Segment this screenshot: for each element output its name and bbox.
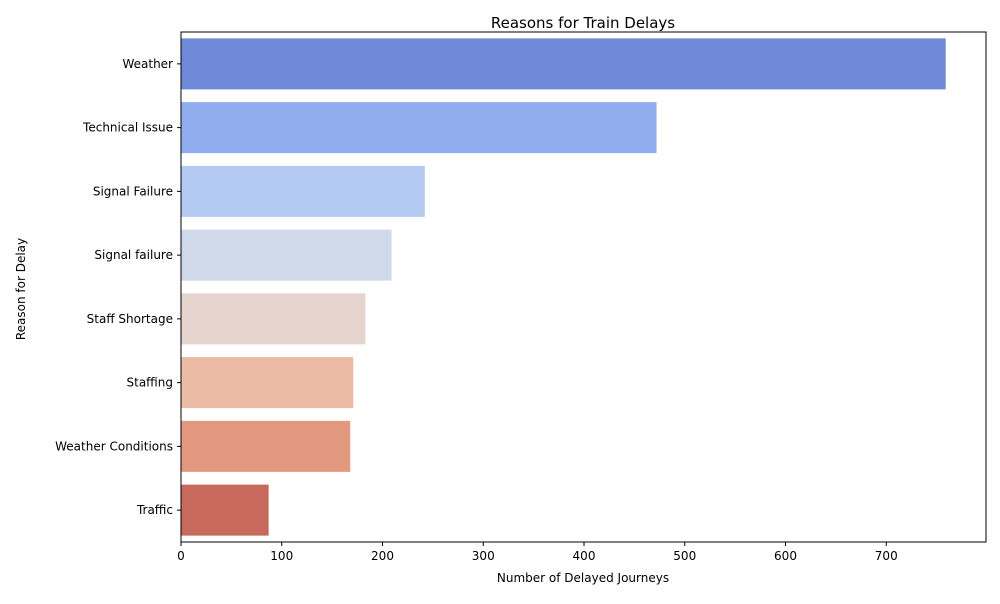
y-axis-label: Reason for Delay [14,238,28,340]
x-tick-label-3: 300 [472,549,495,563]
x-ticks: 0 100 200 300 400 500 600 700 [177,542,898,563]
y-tick-label-3: Signal failure [94,248,173,262]
bar-6 [181,420,351,472]
y-tick-label-0: Weather [122,57,173,71]
x-axis-label: Number of Delayed Journeys [497,571,669,585]
chart-title: Reasons for Train Delays [491,14,675,32]
bar-7 [181,484,269,536]
bars-group [181,38,946,536]
x-tick-label-6: 600 [774,549,797,563]
x-tick-label-4: 400 [573,549,596,563]
bar-4 [181,293,366,345]
bar-2 [181,165,425,217]
bar-0 [181,38,946,90]
x-tick-label-2: 200 [371,549,394,563]
x-tick-label-1: 100 [270,549,293,563]
y-tick-label-2: Signal Failure [93,184,173,198]
x-tick-label-5: 500 [673,549,696,563]
x-tick-label-0: 0 [177,549,185,563]
y-tick-label-6: Weather Conditions [55,439,173,453]
plot-frame [180,31,987,543]
y-tick-label-1: Technical Issue [82,121,173,135]
x-tick-label-7: 700 [875,549,898,563]
bar-1 [181,102,657,154]
y-tick-label-4: Staff Shortage [87,312,173,326]
bar-3 [181,229,392,281]
y-tick-label-7: Traffic [136,503,173,517]
y-tick-label-5: Staffing [127,376,174,390]
bar-5 [181,357,354,409]
y-tick-labels: Weather Technical Issue Signal Failure Sign… [55,57,181,517]
